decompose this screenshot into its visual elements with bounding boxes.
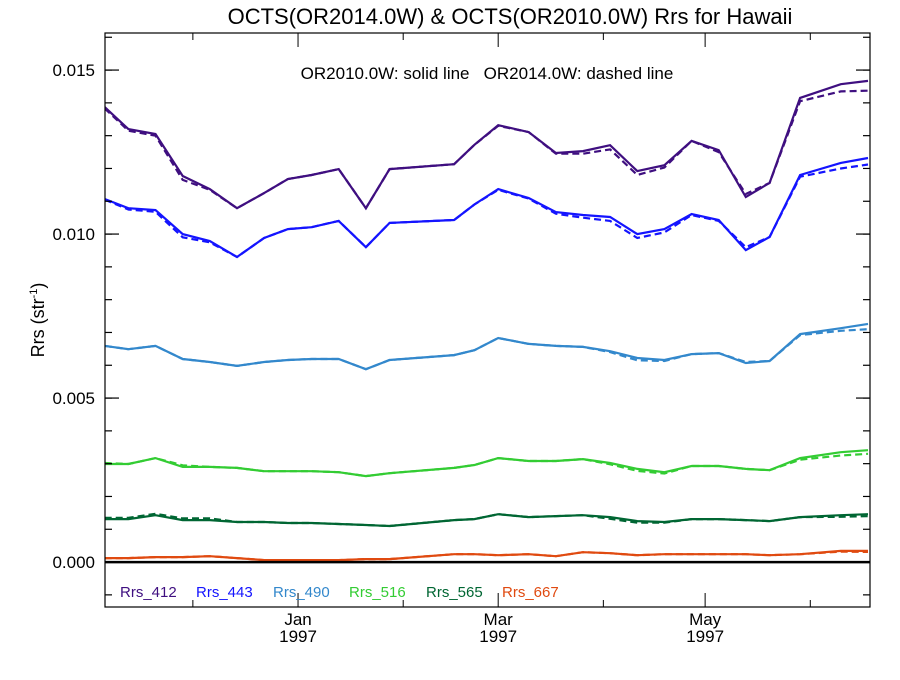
x-tick-label-year: 1997 xyxy=(479,627,517,646)
series-Rrs_412-solid-line xyxy=(105,79,869,211)
y-tick-label: 0.000 xyxy=(52,553,95,572)
y-axis-label-close: ) xyxy=(28,283,48,289)
series-layer xyxy=(105,79,869,562)
x-tick-label-year: 1997 xyxy=(279,627,317,646)
series-Rrs_516-dashed-line xyxy=(105,452,869,478)
chart-title: OCTS(OR2014.0W) & OCTS(OR2010.0W) Rrs fo… xyxy=(228,4,793,29)
line-style-annotation: OR2010.0W: solid line OR2014.0W: dashed … xyxy=(301,64,674,83)
y-axis-label: Rrs (str-1) xyxy=(28,283,48,358)
x-tick-label-month: May xyxy=(689,610,722,629)
series-Rrs_412-dashed-line xyxy=(105,89,869,211)
x-tick-label-year: 1997 xyxy=(686,627,724,646)
y-axis-label-superscript: -1 xyxy=(28,289,40,299)
legend: Rrs_412 Rrs_443 Rrs_490 Rrs_516 Rrs_565 Rrs_6… xyxy=(120,584,559,601)
y-tick-label: 0.005 xyxy=(52,389,95,408)
y-tick-label: 0.015 xyxy=(52,61,95,80)
series-Rrs_667-solid-line xyxy=(105,549,868,562)
axes-layer: 0.0000.0050.0100.015Jan1997Mar1997May199… xyxy=(52,33,870,646)
legend-item-Rrs_412: Rrs_412 xyxy=(120,584,177,601)
y-tick-label: 0.010 xyxy=(52,225,95,244)
x-tick-label-month: Mar xyxy=(484,610,514,629)
legend-item-Rrs_565: Rrs_565 xyxy=(426,584,483,601)
series-Rrs_443-solid-line xyxy=(105,156,869,259)
legend-item-Rrs_490: Rrs_490 xyxy=(273,584,330,601)
legend-item-Rrs_443: Rrs_443 xyxy=(196,584,253,601)
legend-item-Rrs_516: Rrs_516 xyxy=(349,584,406,601)
series-Rrs_490-solid-line xyxy=(105,322,869,371)
series-Rrs_516-solid-line xyxy=(105,449,869,478)
x-tick-label-month: Jan xyxy=(284,610,311,629)
series-Rrs_443-dashed-line xyxy=(105,163,869,259)
series-Rrs_565-solid-line xyxy=(105,513,869,528)
plot-frame xyxy=(104,32,871,608)
y-axis-label-text: Rrs (str xyxy=(28,298,48,357)
legend-item-Rrs_667: Rrs_667 xyxy=(502,584,559,601)
